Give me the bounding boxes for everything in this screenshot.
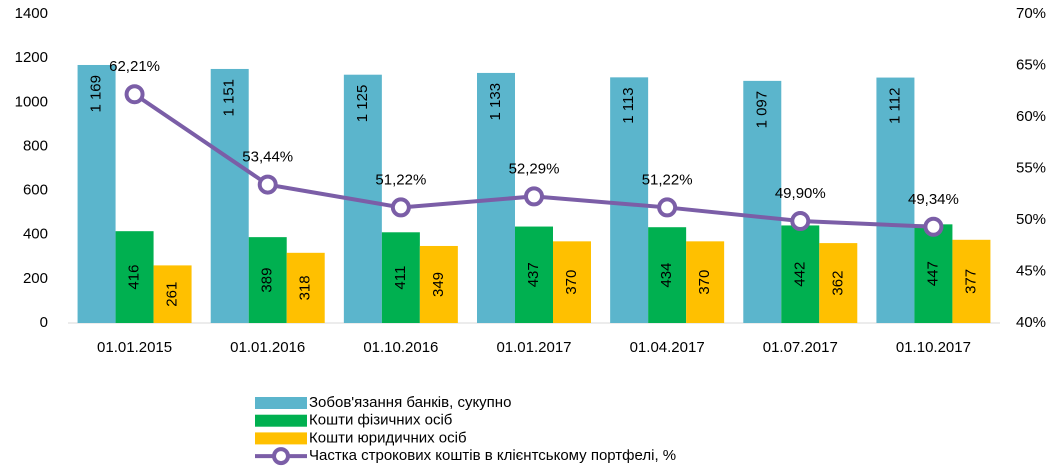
bar [286,252,325,323]
bar-label: 1 169 [88,75,105,113]
bar-label: 1 097 [753,91,770,129]
bar-label: 1 112 [886,88,903,124]
bar [610,77,649,323]
y2-tick-label: 55% [1016,159,1046,176]
line-label: 53,44% [242,149,293,166]
y2-tick-label: 50% [1016,211,1046,228]
y-tick-label: 1000 [15,93,48,110]
y-tick-label: 1400 [15,5,48,22]
line-label: 51,22% [375,171,426,188]
bar [77,64,116,324]
y-tick-label: 600 [23,182,48,199]
line-label: 62,21% [109,58,160,75]
bar-label: 447 [924,261,941,286]
x-tick-label: 01.01.2015 [97,339,172,356]
legend-swatch [272,447,290,466]
bar [743,80,782,323]
x-tick-label: 01.10.2017 [896,339,971,356]
bar [248,237,287,323]
line-marker [257,174,278,195]
bar-label: 362 [829,271,846,296]
bar-label: 1 151 [221,79,238,117]
bar [819,243,858,323]
bar [115,231,154,323]
legend-swatch [255,397,307,409]
bar-label: 416 [126,265,143,290]
bar [419,245,458,323]
y-tick-label: 800 [23,137,48,154]
x-tick-label: 01.04.2017 [630,339,705,356]
legend-label: Кошти юридичних осіб [309,429,467,446]
bar [686,241,725,323]
bar [381,232,420,323]
bar [553,241,591,323]
legend-swatch [255,414,307,427]
y-tick-label: 400 [23,226,48,243]
bar-label: 1 125 [354,85,371,123]
line-label: 51,22% [642,171,693,188]
y-tick-label: 200 [23,270,48,287]
bar-label: 411 [392,266,409,290]
bar [515,226,553,323]
y2-tick-label: 40% [1016,314,1046,331]
x-tick-label: 01.01.2016 [230,339,305,356]
x-tick-label: 01.01.2017 [496,339,571,356]
line-label: 49,90% [775,185,826,202]
bar [210,68,249,323]
bar-label: 434 [658,263,675,288]
bar-label: 377 [962,269,979,294]
bar-label: 1 133 [487,83,504,121]
bar-label: 261 [164,282,181,307]
legend-label: Частка строкових коштів в клієнтському п… [309,447,676,464]
x-tick-label: 01.10.2016 [363,339,438,356]
y-tick-label: 0 [40,314,48,331]
y2-tick-label: 45% [1016,262,1046,279]
x-tick-label: 01.07.2017 [763,339,838,356]
line-marker [390,197,411,218]
bar-label: 437 [525,262,542,287]
bar [914,224,953,323]
bar [876,77,915,324]
bar-label: 442 [791,262,808,287]
bar-label: 389 [259,268,276,293]
bar [781,225,820,323]
y2-tick-label: 60% [1016,108,1046,125]
line-label: 49,34% [908,191,959,208]
bar-label: 349 [430,272,447,297]
line-marker [124,84,145,105]
y-tick-label: 1200 [15,49,48,66]
line-label: 52,29% [509,160,560,177]
y2-tick-label: 65% [1016,56,1046,73]
bar [952,239,991,323]
line-marker [923,216,944,237]
line-marker [790,211,811,232]
bar-label: 370 [563,270,580,295]
bar-label: 370 [696,270,713,295]
legend-label: Кошти фізичних осіб [309,412,452,429]
legend-label: Зобов'язання банків, сукупно [309,394,511,411]
legend-swatch [255,432,307,445]
bar-label: 318 [297,275,314,300]
bar-label: 1 113 [620,87,637,123]
bar [648,227,687,323]
y2-tick-label: 70% [1016,5,1046,22]
line-marker [657,197,678,218]
line-marker [524,186,544,207]
bar [153,265,192,323]
